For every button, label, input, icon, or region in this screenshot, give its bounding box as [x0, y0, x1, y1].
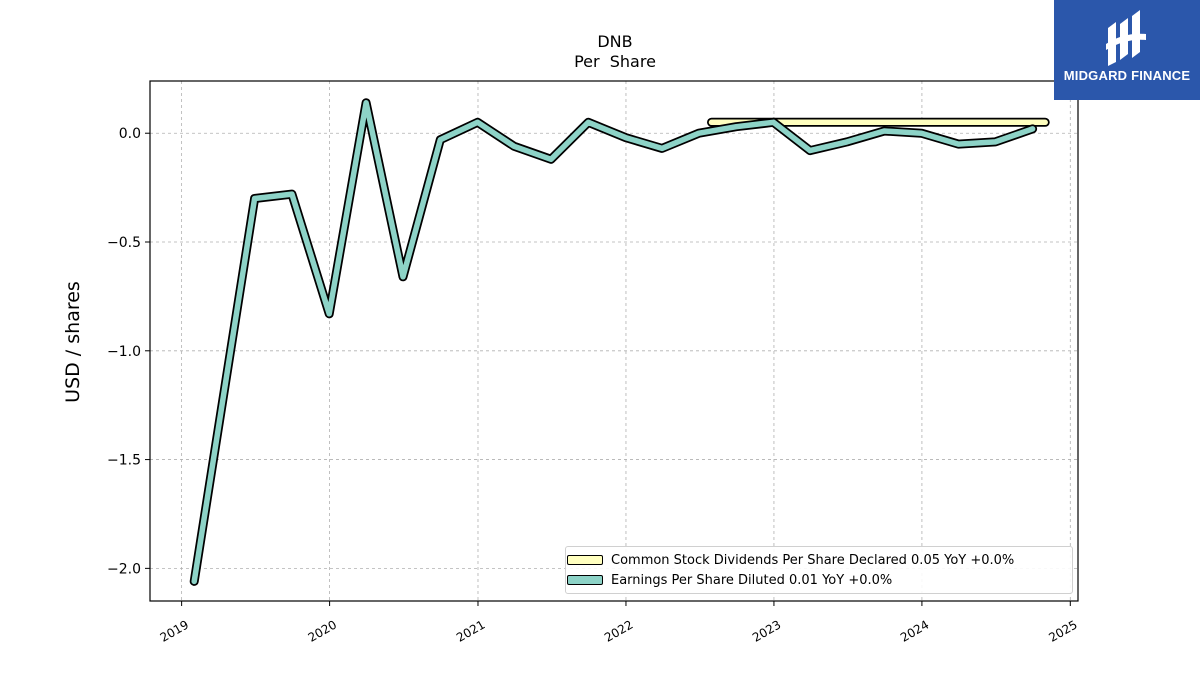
- y-tick-label: 0.0: [119, 126, 141, 142]
- series-outline-1: [189, 98, 1038, 586]
- legend-item-dividends: Common Stock Dividends Per Share Declare…: [566, 550, 1014, 570]
- x-tick-label: 2023: [750, 617, 783, 644]
- x-tick-label: 2019: [158, 617, 191, 644]
- y-axis-ticks: 0.0 −0.5 −1.0 −1.5 −2.0: [107, 126, 150, 577]
- midgard-finance-logo-icon: [1106, 10, 1146, 66]
- chart-title: DNB: [597, 32, 633, 51]
- legend: Common Stock Dividends Per Share Declare…: [565, 546, 1073, 594]
- x-tick-label: 2024: [898, 617, 931, 644]
- legend-item-eps: Earnings Per Share Diluted 0.01 YoY +0.0…: [566, 570, 892, 590]
- series-line-1: [191, 100, 1036, 585]
- grid-lines: [150, 81, 1078, 601]
- y-tick-label: −2.0: [107, 561, 141, 577]
- y-tick-label: −0.5: [107, 235, 141, 251]
- x-tick-label: 2020: [306, 617, 339, 644]
- legend-swatch-eps: [567, 575, 603, 585]
- chart-subtitle: Per Share: [574, 52, 656, 71]
- y-tick-label: −1.0: [107, 344, 141, 360]
- midgard-finance-logo: MIDGARD FINANCE: [1054, 0, 1200, 100]
- legend-label-eps: Earnings Per Share Diluted 0.01 YoY +0.0…: [611, 572, 893, 588]
- legend-swatch-dividends: [567, 555, 603, 565]
- x-axis-ticks: 2019 2020 2021 2022 2023 2024 2025: [158, 601, 1080, 645]
- legend-label-dividends: Common Stock Dividends Per Share Declare…: [611, 552, 1015, 568]
- x-tick-label: 2021: [454, 617, 487, 644]
- y-tick-label: −1.5: [107, 453, 141, 469]
- x-tick-label: 2022: [602, 617, 635, 644]
- plot-area-frame: [149, 80, 1079, 602]
- x-tick-label: 2025: [1046, 617, 1079, 644]
- y-axis-label: USD / shares: [62, 281, 84, 403]
- series-layer: [189, 98, 1050, 586]
- logo-text: MIDGARD FINANCE: [1063, 68, 1191, 83]
